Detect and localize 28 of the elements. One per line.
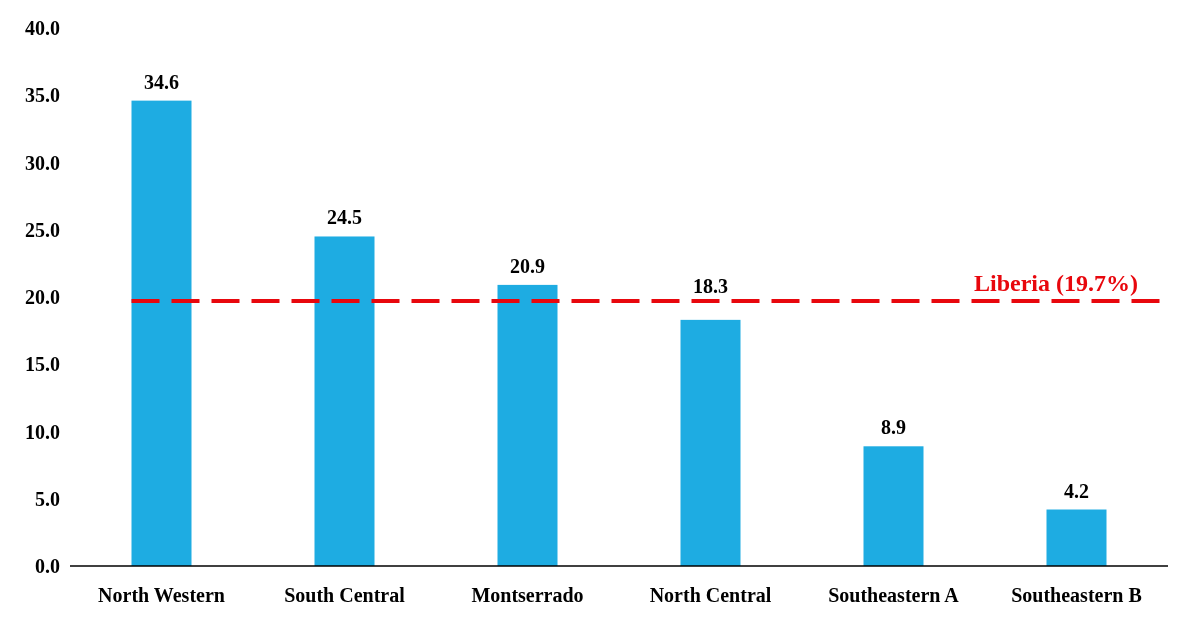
data-label: 4.2 [1064, 479, 1089, 502]
x-tick-label: Montserrado [471, 584, 584, 606]
bar [863, 446, 924, 566]
x-tick-label: North Western [98, 584, 225, 606]
y-tick-label: 15.0 [25, 353, 60, 376]
bar [1046, 509, 1107, 566]
bar [680, 319, 741, 566]
y-tick-label: 5.0 [35, 487, 60, 510]
data-label: 18.3 [693, 275, 728, 298]
data-label: 24.5 [327, 206, 362, 229]
x-tick-label: Southeastern A [828, 584, 960, 606]
ref-line-label: Liberia (19.7%) [974, 270, 1138, 297]
x-tick-label: South Central [284, 584, 406, 606]
y-tick-label: 30.0 [25, 151, 60, 174]
bar [497, 284, 558, 566]
data-label: 20.9 [510, 254, 545, 277]
data-label: 34.6 [144, 70, 179, 93]
y-tick-label: 25.0 [25, 218, 60, 241]
y-tick-label: 40.0 [25, 17, 60, 39]
y-tick-label: 10.0 [25, 420, 60, 443]
y-tick-label: 35.0 [25, 84, 60, 107]
y-tick-label: 20.0 [25, 286, 60, 308]
x-tick-label: North Central [649, 584, 772, 606]
data-label: 8.9 [881, 416, 906, 439]
bar [131, 100, 192, 566]
x-tick-label: Southeastern B [1011, 584, 1142, 606]
y-tick-label: 0.0 [35, 555, 60, 577]
bar [314, 236, 375, 566]
